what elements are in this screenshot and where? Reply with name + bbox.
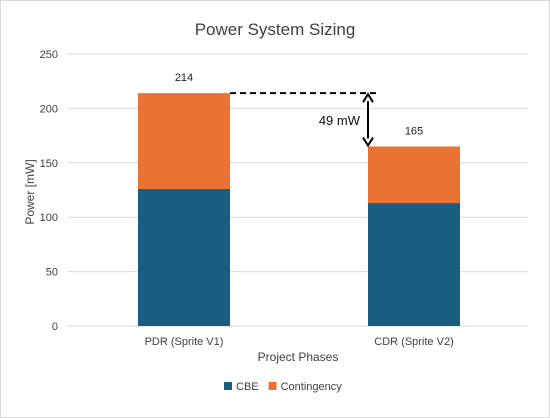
difference-label: 49 mW: [319, 113, 361, 128]
y-tick-label: 0: [52, 321, 58, 333]
y-tick-label: 150: [40, 158, 58, 170]
bars: [138, 93, 460, 326]
x-axis-title: Project Phases: [258, 350, 339, 364]
x-category-label: CDR (Sprite V2): [374, 336, 453, 348]
y-tick-label: 250: [40, 49, 58, 61]
bar-cbe: [368, 203, 460, 326]
bar-contingency: [368, 146, 460, 204]
legend-swatch-contingency: [268, 382, 277, 390]
arrowhead-down-icon: [362, 136, 374, 148]
legend-label-cbe: CBE: [236, 381, 259, 393]
arrowhead-up-icon: [362, 92, 374, 103]
chart-title: Power System Sizing: [195, 20, 356, 39]
y-tick-label: 100: [40, 212, 58, 224]
difference-annotation: 49 mW: [230, 92, 378, 148]
legend: CBE Contingency: [224, 381, 342, 393]
x-category-label: PDR (Sprite V1): [145, 336, 224, 348]
labels: 0 50 100 150 200 250 214 PDR (Sprite V1) 165 CDR …: [40, 49, 454, 348]
legend-label-contingency: Contingency: [281, 381, 343, 393]
bar-cbe: [138, 188, 230, 326]
total-data-label: 214: [175, 72, 193, 84]
total-data-label: 165: [405, 125, 423, 137]
y-axis-title: Power [mW]: [23, 159, 37, 224]
bar-contingency: [138, 93, 230, 189]
y-tick-label: 200: [40, 103, 58, 115]
legend-swatch-cbe: [224, 382, 232, 390]
y-tick-label: 50: [46, 267, 58, 279]
